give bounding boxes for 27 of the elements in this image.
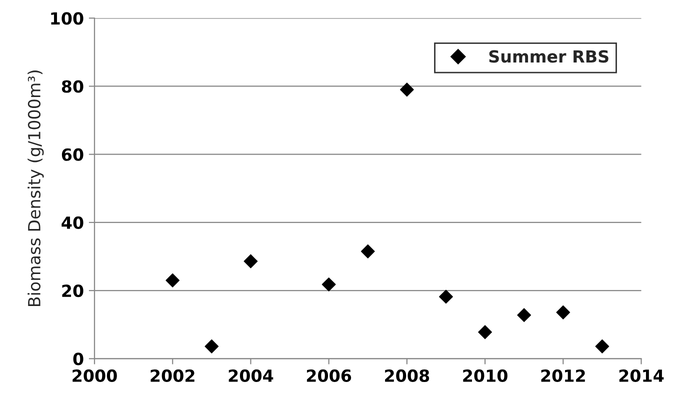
y-tick-label: 100 xyxy=(51,12,84,25)
legend-label: Summer RBS xyxy=(489,50,608,63)
y-tick-label: 80 xyxy=(62,80,84,93)
x-tick-label: 2012 xyxy=(541,369,585,382)
point xyxy=(400,82,414,97)
point xyxy=(517,308,532,322)
point xyxy=(244,254,258,268)
x-tick-label: 2002 xyxy=(150,369,194,382)
point xyxy=(595,339,610,354)
y-axis-title: Biomass Density (g/1000m³) xyxy=(28,70,44,306)
x-tick-label: 2010 xyxy=(463,369,508,382)
y-tick-label: 0 xyxy=(73,352,84,366)
point xyxy=(360,244,375,258)
x-tick-label: 2014 xyxy=(619,369,664,382)
y-tick-label: 40 xyxy=(62,216,84,230)
point xyxy=(556,305,570,320)
y-tick-label: 60 xyxy=(62,148,84,161)
x-tick-label: 2004 xyxy=(228,369,274,382)
x-tick-label: 2006 xyxy=(306,369,352,382)
point xyxy=(478,325,492,340)
point xyxy=(439,290,453,304)
point xyxy=(204,339,219,354)
point xyxy=(166,273,180,288)
point xyxy=(322,277,336,292)
x-tick-label: 2008 xyxy=(385,369,430,382)
x-tick-label: 2000 xyxy=(72,369,117,382)
y-tick-label: 20 xyxy=(62,284,84,298)
